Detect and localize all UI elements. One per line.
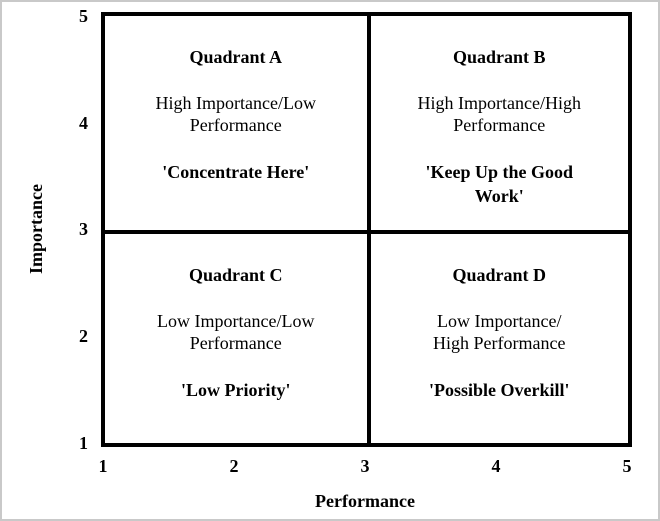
quadrant-b-description: High Importance/High Performance xyxy=(417,93,581,135)
quadrant-a: Quadrant A High Importance/Low Performan… xyxy=(105,16,367,230)
quadrant-c-title: Quadrant C xyxy=(188,264,283,285)
plot-area: Quadrant A High Importance/Low Performan… xyxy=(101,12,632,447)
y-tick-label-4: 4 xyxy=(79,113,88,133)
x-tick-label-5: 5 xyxy=(622,456,632,476)
quadrant-a-description: High Importance/Low Performance xyxy=(155,93,316,135)
quadrant-c: Quadrant C Low Importance/Low Performanc… xyxy=(105,229,367,444)
quadrant-a-slogan: 'Concentrate Here' xyxy=(162,162,310,182)
x-tick-label-4: 4 xyxy=(491,456,501,476)
x-tick-label-2: 2 xyxy=(229,456,239,476)
y-tick-label-1: 1 xyxy=(79,433,88,453)
quadrant-a-title: Quadrant A xyxy=(189,47,283,67)
quadrant-d-slogan: 'Possible Overkill' xyxy=(428,379,570,400)
quadrant-d-title: Quadrant D xyxy=(452,264,546,285)
x-tick-label-3: 3 xyxy=(360,456,370,476)
quadrant-d-description: Low Importance/ High Performance xyxy=(433,310,566,353)
quadrant-b: Quadrant B High Importance/High Performa… xyxy=(366,16,629,230)
x-tick-label-1: 1 xyxy=(98,456,108,476)
quadrant-b-title: Quadrant B xyxy=(452,47,546,67)
quadrant-b-slogan: 'Keep Up the Good Work' xyxy=(425,162,573,206)
y-tick-label-3: 3 xyxy=(79,219,88,239)
y-axis-title: Importance xyxy=(26,184,46,274)
y-tick-label-5: 5 xyxy=(79,6,88,26)
quadrant-c-description: Low Importance/Low Performance xyxy=(157,310,315,353)
y-tick-label-2: 2 xyxy=(79,326,88,346)
quadrant-c-slogan: 'Low Priority' xyxy=(181,379,291,400)
x-axis-title: Performance xyxy=(315,491,415,511)
quadrant-d: Quadrant D Low Importance/ High Performa… xyxy=(366,229,628,443)
